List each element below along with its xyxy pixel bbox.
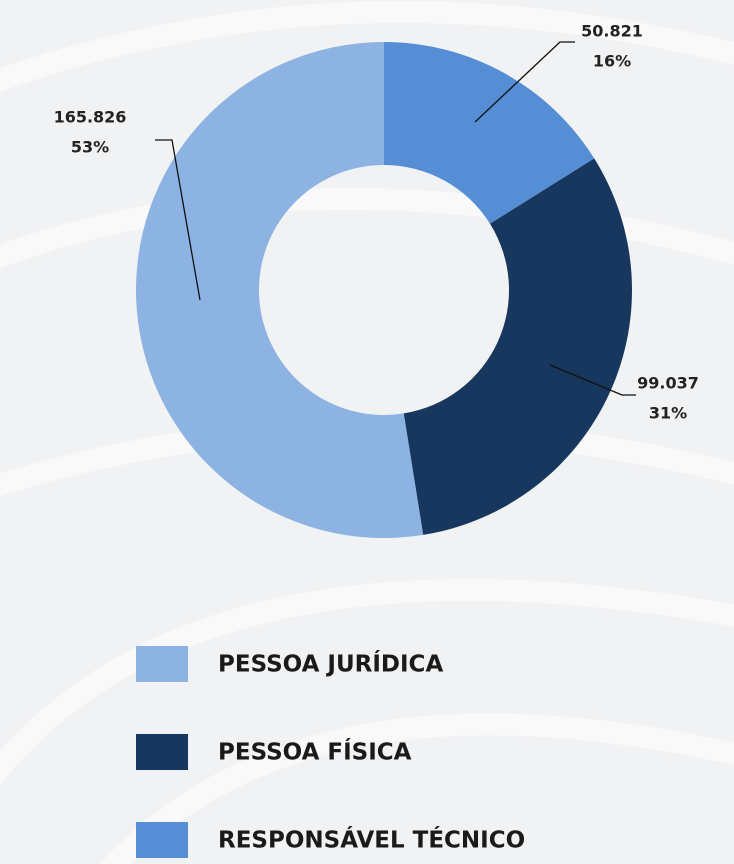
leader-line (474, 41, 575, 123)
plot: 165.826 53% 99.037 31% 50.821 16% PESSOA JURÍD… (54, 22, 699, 858)
data-label: 50.821 (581, 22, 643, 41)
donut-slice (403, 158, 632, 535)
percent-label: 16% (593, 52, 631, 71)
leader-line (549, 364, 636, 396)
data-label: 165.826 (54, 108, 127, 127)
percent-label: 53% (71, 138, 109, 157)
donut-slice (384, 42, 595, 224)
data-label: 99.037 (637, 374, 699, 393)
legend-label: PESSOA FÍSICA (218, 738, 412, 766)
legend-swatch (136, 646, 188, 682)
legend-swatch (136, 734, 188, 770)
percent-label: 31% (649, 404, 687, 423)
legend-label: RESPONSÁVEL TÉCNICO (218, 826, 525, 854)
donut-slice (136, 42, 424, 538)
leader-line (155, 139, 201, 301)
legend-swatch (136, 822, 188, 858)
legend-label: PESSOA JURÍDICA (218, 650, 443, 678)
